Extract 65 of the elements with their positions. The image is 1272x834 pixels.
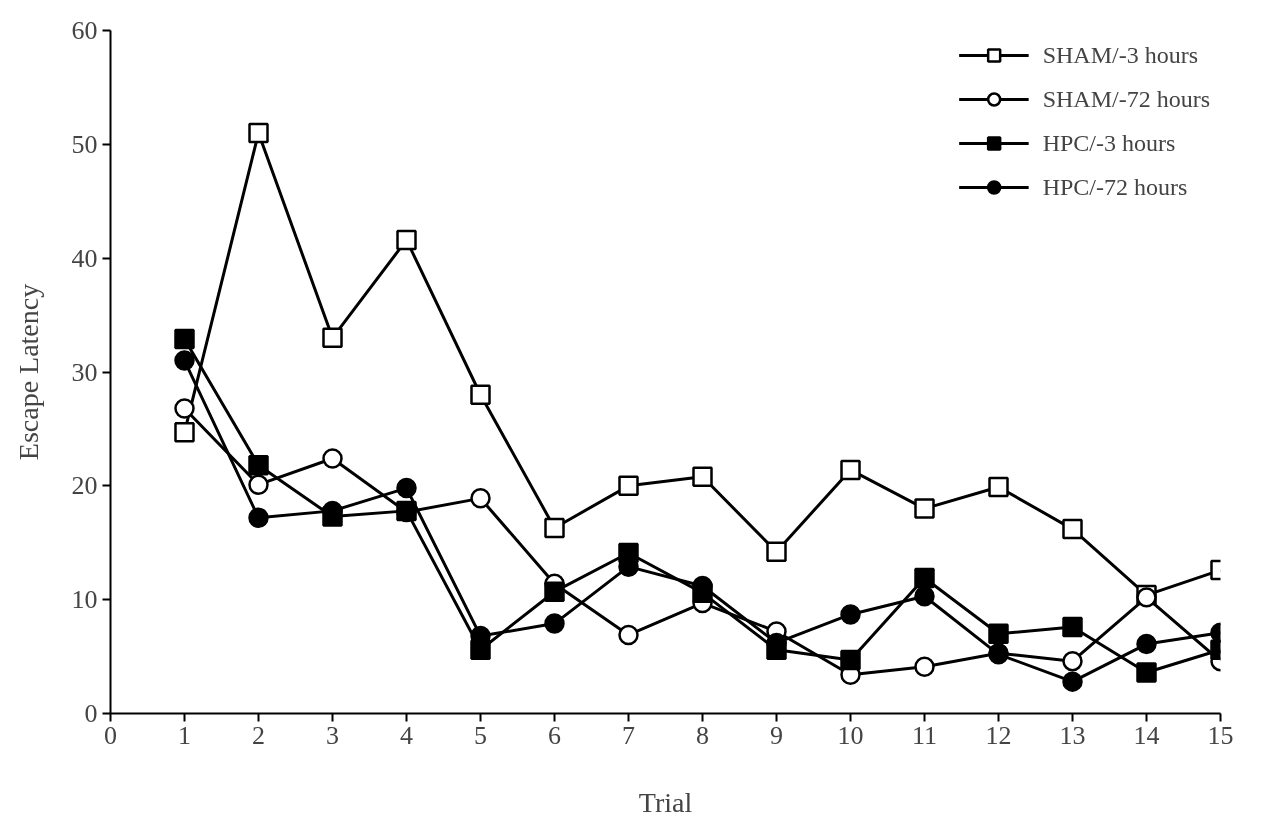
point: [1062, 518, 1083, 540]
x-tick-label: 0: [104, 720, 117, 750]
point: [248, 507, 269, 528]
x-tick-label: 12: [985, 720, 1012, 750]
x-tick-label: 9: [770, 720, 783, 750]
x-tick-label: 7: [622, 720, 635, 750]
point: [1062, 671, 1083, 692]
point: [322, 448, 343, 469]
point: [618, 624, 639, 646]
point: [174, 422, 195, 443]
y-tick-label: 0: [84, 699, 98, 728]
y-tick-label: 30: [71, 357, 98, 387]
legend-label: HPC/-3 hours: [1042, 129, 1176, 157]
point: [914, 567, 935, 589]
point: [174, 328, 195, 350]
x-tick-label: 4: [400, 720, 413, 750]
x-tick-label: 2: [252, 720, 265, 750]
point: [174, 398, 195, 419]
point: [470, 384, 491, 406]
point: [544, 581, 565, 602]
x-tick-label: 3: [326, 720, 339, 750]
point: [544, 613, 565, 634]
point: [988, 623, 1009, 645]
legend-label: SHAM/-3 hours: [1042, 41, 1198, 69]
point: [396, 477, 417, 499]
x-tick-label: 8: [696, 720, 709, 750]
x-tick-label: 5: [474, 720, 487, 750]
point: [914, 498, 935, 519]
x-tick-label: 6: [548, 720, 561, 750]
point: [1136, 662, 1157, 683]
point: [1062, 650, 1083, 672]
x-tick-label: 10: [837, 720, 864, 750]
point: [470, 488, 491, 509]
point: [544, 517, 565, 539]
point: [840, 604, 861, 625]
point: [248, 122, 269, 144]
x-axis-title: Trial: [638, 786, 693, 818]
x-tick-label: 1: [178, 720, 191, 750]
x-tick-label: 13: [1059, 720, 1086, 750]
point: [840, 459, 861, 481]
y-tick-label: 60: [71, 16, 98, 45]
point: [914, 656, 935, 678]
y-tick-label: 10: [71, 585, 98, 615]
y-tick-label: 20: [71, 471, 98, 501]
y-tick-label: 50: [71, 129, 98, 159]
y-tick-label: 40: [71, 243, 98, 273]
point: [322, 327, 343, 349]
x-tick-label: 14: [1133, 720, 1160, 750]
y-axis-title: Escape Latency: [12, 283, 44, 461]
point: [766, 541, 787, 563]
x-tick-label: 15: [1207, 720, 1234, 750]
point: [988, 476, 1009, 498]
legend-label: SHAM/-72 hours: [1042, 85, 1210, 113]
point: [396, 229, 417, 251]
point: [1136, 633, 1157, 655]
point: [692, 466, 713, 487]
point: [174, 350, 195, 371]
x-tick-label: 11: [911, 720, 938, 750]
point: [248, 455, 269, 476]
point: [1062, 616, 1083, 638]
point: [618, 475, 639, 497]
point: [914, 586, 935, 607]
legend-label: HPC/-72 hours: [1042, 173, 1188, 201]
point: [248, 474, 269, 495]
point: [840, 649, 861, 671]
